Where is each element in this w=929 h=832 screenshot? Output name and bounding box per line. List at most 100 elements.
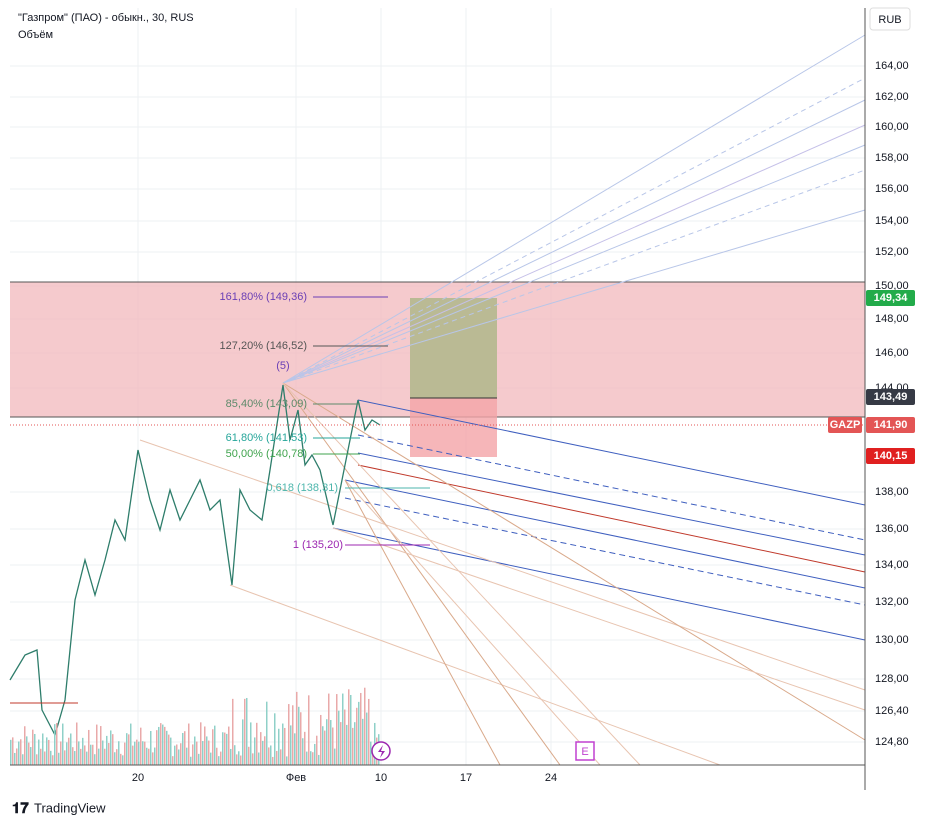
volume-bar [166, 730, 168, 765]
volume-bar [306, 751, 308, 765]
price-label: 154,00 [875, 215, 909, 227]
volume-bar [228, 726, 230, 765]
volume-bar [244, 698, 246, 765]
price-badge [866, 417, 915, 433]
volume-bar [186, 747, 188, 765]
volume-bar [250, 722, 252, 765]
volume-bar [104, 748, 106, 765]
volume-bar [298, 706, 300, 765]
volume-bar [292, 705, 294, 765]
volume-bar [78, 741, 80, 765]
volume-bar [294, 733, 296, 765]
time-label: 10 [375, 772, 387, 784]
volume-bar [240, 755, 242, 765]
volume-bar [260, 732, 262, 765]
volume-bar [180, 743, 182, 765]
fib-label: 1 (135,20) [293, 539, 343, 551]
volume-bar [278, 728, 280, 765]
event-marker[interactable]: E [581, 746, 588, 758]
volume-bar [70, 733, 72, 765]
volume-bar [318, 754, 320, 765]
volume-bar [200, 722, 202, 765]
volume-bar [76, 722, 78, 765]
volume-bar [314, 743, 316, 765]
volume-bar [122, 755, 124, 765]
volume-bar [28, 742, 30, 765]
volume-bar [252, 753, 254, 765]
volume-bar [308, 695, 310, 765]
price-badge [828, 417, 862, 433]
volume-bar [116, 749, 118, 765]
volume-bar [126, 733, 128, 765]
volume-bar [50, 750, 52, 765]
volume-bar [282, 723, 284, 765]
volume-bar [156, 730, 158, 765]
volume-bar [366, 712, 368, 765]
volume-bar [160, 723, 162, 765]
volume-bar [316, 735, 318, 765]
volume-bar [148, 748, 150, 765]
currency[interactable]: RUB [878, 14, 901, 26]
volume-bar [212, 729, 214, 765]
footer[interactable]: TradingView [34, 800, 106, 815]
volume-bar [188, 723, 190, 765]
badge-text: 149,34 [874, 292, 909, 304]
volume-bar [354, 722, 356, 765]
volume-bar [360, 692, 362, 765]
volume-bar [196, 741, 198, 765]
volume-bar [84, 745, 86, 765]
volume-bar [210, 752, 212, 765]
volume-bar [268, 747, 270, 765]
volume-bar [44, 751, 46, 765]
price-label: 156,00 [875, 183, 909, 195]
volume-bar [350, 694, 352, 765]
volume-bar [158, 726, 160, 765]
fib-label: 0,618 (138,31) [266, 482, 338, 494]
badge-text: 141,90 [874, 419, 908, 431]
volume-bar [46, 737, 48, 765]
volume-bar [26, 736, 28, 765]
volume-bar [238, 751, 240, 765]
volume-bar [192, 744, 194, 765]
volume-bar [370, 741, 372, 765]
badge-text: 143,49 [874, 391, 908, 403]
price-label: 162,00 [875, 91, 909, 103]
volume-bar [42, 733, 44, 765]
volume-bar [226, 733, 228, 765]
volume-bar [96, 724, 98, 765]
event-box[interactable] [575, 741, 595, 761]
volume-bar [12, 737, 14, 765]
volume-bar [86, 751, 88, 765]
price-line [9, 384, 381, 737]
volume-bar [236, 754, 238, 765]
price-label: 150,00 [875, 280, 909, 292]
volume-bar [136, 739, 138, 765]
volume-bar [100, 726, 102, 765]
currency-button[interactable] [869, 7, 911, 31]
chart-title: "Газпром" (ПАО) - обыкн., 30, RUS [18, 12, 194, 24]
volume-bar [106, 735, 108, 765]
price-label: 148,00 [875, 313, 909, 325]
volume-bar [144, 741, 146, 765]
volume-bar [134, 741, 136, 765]
volume-bar [328, 693, 330, 765]
fib-labels: 161,80% (149,36) 127,20% (146,52) 85,40% (… [220, 291, 430, 551]
volume-bar [24, 726, 26, 765]
volume-bar [80, 748, 82, 765]
volume-bar [214, 725, 216, 765]
volume-bar [242, 719, 244, 765]
volume-bar [276, 750, 278, 765]
volume-bar [52, 755, 54, 765]
volume-bar [22, 754, 24, 765]
volume-bar [358, 701, 360, 765]
volume-bar [198, 753, 200, 765]
volume-bar [56, 723, 58, 765]
volume-bar [58, 752, 60, 765]
volume-bar [256, 722, 258, 765]
volume-bar [322, 726, 324, 765]
price-label: 132,00 [875, 596, 909, 608]
volume-bar [18, 741, 20, 765]
volume-bar [94, 754, 96, 765]
volume-bar [164, 726, 166, 765]
